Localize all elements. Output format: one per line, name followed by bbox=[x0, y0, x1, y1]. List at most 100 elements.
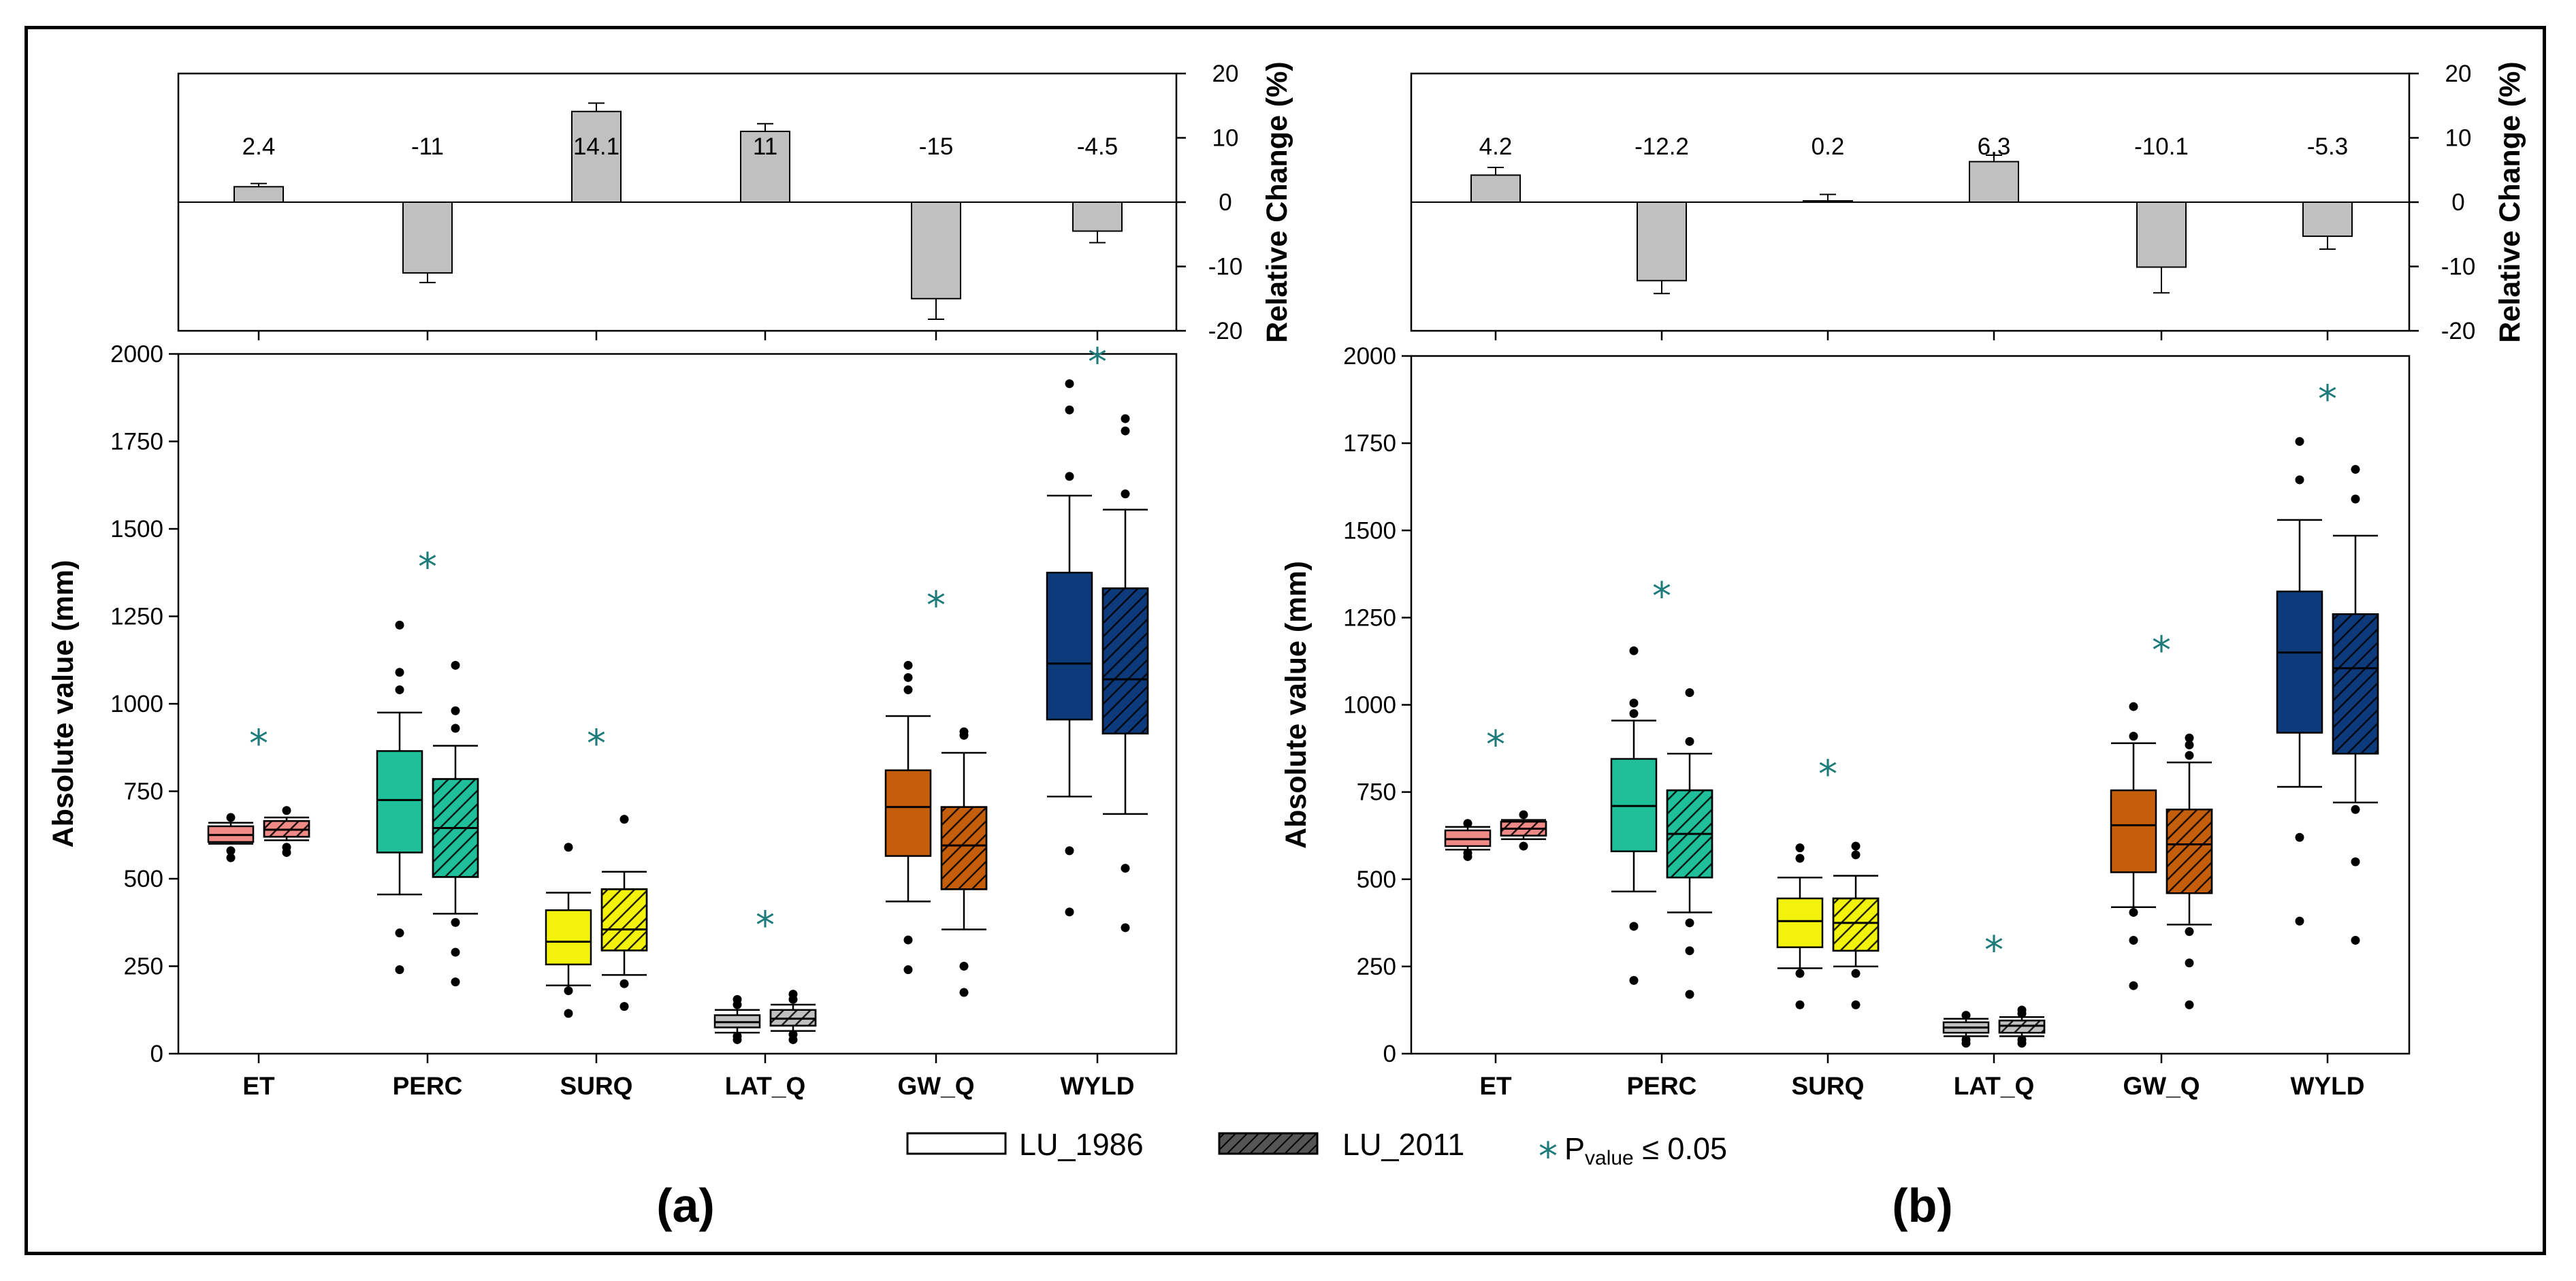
outlier-point bbox=[2129, 732, 2138, 741]
outlier-point bbox=[1629, 698, 1639, 708]
rc-bar-et bbox=[234, 186, 284, 204]
outlier-point bbox=[788, 1030, 798, 1039]
significance-star-surq: * bbox=[1818, 752, 1837, 796]
rc-tick-label: -20 bbox=[1208, 318, 1243, 344]
box-surq-lu_2011 bbox=[600, 815, 648, 1011]
outlier-point bbox=[1629, 709, 1639, 718]
y-tick-label: 1250 bbox=[110, 604, 163, 630]
y-tick-label: 2000 bbox=[110, 341, 163, 368]
box-gw_q-lu_2011 bbox=[940, 727, 988, 997]
outlier-point bbox=[2351, 935, 2360, 945]
rc-bar-surq bbox=[571, 110, 622, 203]
rc-data-label-et: 2.4 bbox=[242, 133, 276, 160]
significance-star-et: * bbox=[249, 721, 268, 766]
outlier-point bbox=[2351, 857, 2360, 866]
outlier-point bbox=[619, 815, 629, 824]
outlier-point bbox=[2351, 465, 2360, 474]
box-wyld-lu_1986 bbox=[1046, 379, 1093, 917]
outlier-point bbox=[1065, 907, 1074, 917]
x-tick-label-wyld: WYLD bbox=[2291, 1072, 2365, 1100]
outlier-point bbox=[451, 977, 460, 987]
outlier-point bbox=[1629, 646, 1639, 655]
rc-bar-surq bbox=[1803, 200, 1853, 204]
significance-star-lat_q: * bbox=[1984, 928, 2003, 973]
y-tick-label: 750 bbox=[1357, 779, 1396, 806]
outlier-point bbox=[564, 843, 573, 852]
figure-frame bbox=[25, 26, 2546, 1255]
outlier-point bbox=[2295, 916, 2304, 926]
box-surq-lu_1986 bbox=[545, 843, 592, 1018]
box-hatch bbox=[1101, 587, 1149, 734]
outlier-point bbox=[732, 994, 742, 1004]
y-tick-label: 1250 bbox=[1343, 604, 1396, 631]
box-gw_q-lu_1986 bbox=[884, 660, 932, 975]
rc-tick-label: 0 bbox=[2451, 189, 2464, 216]
rc-tick-label: -10 bbox=[2441, 254, 2476, 280]
panel-a: 0 250 500 750 1000 1250 1500 1750 2000 Absolute v… bbox=[47, 61, 1293, 1232]
box-perc-lu_2011 bbox=[1666, 688, 1713, 999]
box-body bbox=[2276, 590, 2323, 734]
outlier-point bbox=[1629, 922, 1639, 931]
outlier-point bbox=[1463, 819, 1472, 828]
box-surq-lu_1986 bbox=[1776, 843, 1824, 1009]
rc-bar-lat_q bbox=[740, 131, 790, 203]
outlier-point bbox=[1685, 736, 1694, 746]
x-tick-label-lat_q: LAT_Q bbox=[1954, 1072, 2035, 1100]
y-tick-label: 1750 bbox=[1343, 430, 1396, 457]
outlier-point bbox=[451, 706, 460, 715]
outlier-point bbox=[619, 1002, 629, 1011]
significance-star-wyld: * bbox=[1088, 340, 1107, 385]
outlier-point bbox=[903, 672, 913, 682]
outlier-point bbox=[2129, 935, 2138, 945]
rc-data-label-lat_q: 11 bbox=[753, 133, 777, 160]
x-tick-label-et: ET bbox=[1479, 1072, 1512, 1100]
rc-bar-wyld bbox=[1072, 201, 1123, 232]
outlier-point bbox=[1795, 843, 1805, 853]
significance-star-gw_q: * bbox=[927, 583, 946, 628]
outlier-point bbox=[2351, 494, 2360, 504]
x-tick-label-et: ET bbox=[242, 1072, 275, 1100]
outlier-point bbox=[1121, 489, 1130, 499]
legend-swatch-lu2011-hatch bbox=[1218, 1132, 1319, 1155]
relative-change-panel: -20 -10 0 10 20 Relative Change (%) 2.4 -11 14.1… bbox=[177, 61, 1293, 344]
outlier-point bbox=[1065, 472, 1074, 481]
significance-star-wyld: * bbox=[2318, 377, 2337, 421]
box-lat_q-lu_2011 bbox=[1998, 1005, 2046, 1048]
rc-data-label-gw_q: -15 bbox=[919, 133, 954, 160]
outlier-point bbox=[2185, 751, 2194, 760]
outlier-point bbox=[1519, 841, 1528, 851]
legend-significance-suffix: ≤ 0.05 bbox=[1634, 1131, 1727, 1166]
box-et-lu_1986 bbox=[1444, 819, 1492, 861]
outlier-point bbox=[2185, 733, 2194, 743]
outlier-point bbox=[959, 962, 969, 971]
y-tick-label: 1000 bbox=[110, 691, 163, 717]
box-wyld-lu_2011 bbox=[2332, 465, 2379, 945]
x-tick-label-lat_q: LAT_Q bbox=[725, 1072, 806, 1100]
y-tick-label: 750 bbox=[124, 779, 163, 805]
outlier-point bbox=[2185, 958, 2194, 968]
significance-star-lat_q: * bbox=[756, 904, 775, 948]
legend-significance-prefix: P bbox=[1564, 1131, 1585, 1166]
panel-label: (a) bbox=[656, 1179, 715, 1232]
outlier-point bbox=[2017, 1035, 2027, 1044]
outlier-point bbox=[2129, 702, 2138, 711]
box-perc-lu_1986 bbox=[376, 620, 423, 975]
x-tick-label-gw_q: GW_Q bbox=[897, 1072, 974, 1100]
rc-bar-lat_q bbox=[1969, 161, 2019, 203]
rc-tick-label: -20 bbox=[2441, 318, 2476, 344]
box-hatch bbox=[600, 888, 648, 952]
outlier-point bbox=[2185, 927, 2194, 937]
outlier-point bbox=[1685, 946, 1694, 956]
y-tick-label: 0 bbox=[150, 1041, 163, 1067]
legend: LU_1986 LU_2011 * Pvalue ≤ 0.05 bbox=[906, 1127, 1727, 1179]
outlier-point bbox=[1851, 850, 1861, 860]
rc-data-label-surq: 0.2 bbox=[1812, 133, 1845, 160]
outlier-point bbox=[1851, 841, 1861, 851]
rc-tick-label: 0 bbox=[1219, 189, 1231, 216]
rc-data-label-lat_q: 6,3 bbox=[1978, 133, 2011, 160]
outlier-point bbox=[1463, 848, 1472, 858]
box-wyld-lu_2011 bbox=[1101, 414, 1149, 933]
rc-bar-perc bbox=[402, 201, 453, 274]
outlier-point bbox=[2017, 1005, 2027, 1015]
